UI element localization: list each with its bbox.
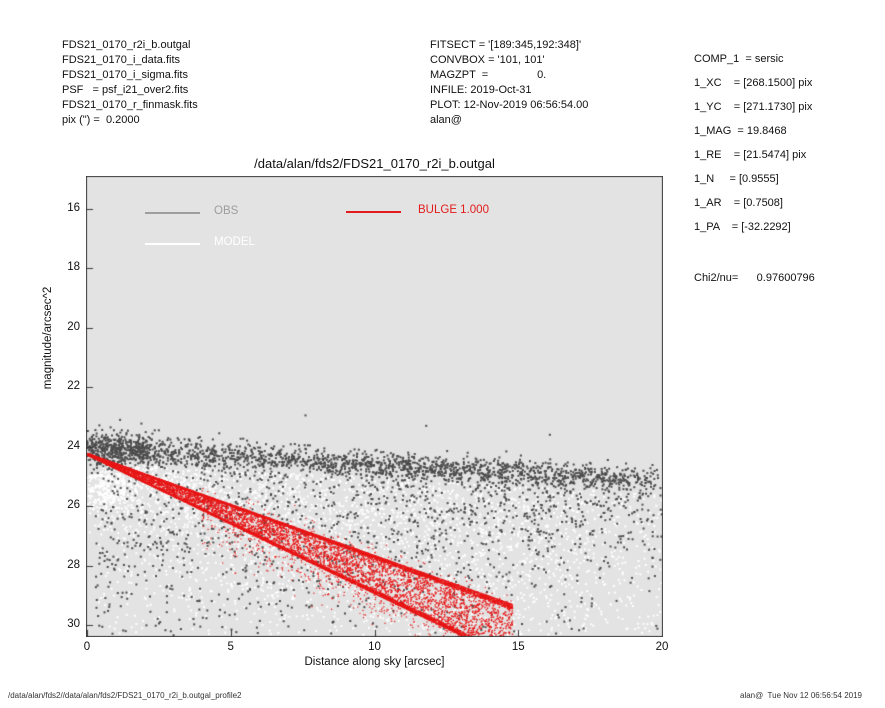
header-line: FDS21_0170_i_sigma.fits bbox=[62, 69, 188, 81]
y-tick-label: 22 bbox=[67, 380, 80, 393]
header-files-block: FDS21_0170_r2i_b.outgal FDS21_0170_i_data… bbox=[62, 38, 198, 128]
param-line: 1_RE = [21.5474] pix bbox=[694, 149, 807, 161]
y-tick-label: 26 bbox=[67, 499, 80, 512]
x-tick-label: 0 bbox=[83, 641, 91, 653]
legend-line-model bbox=[145, 243, 200, 245]
header-line: FDS21_0170_r_finmask.fits bbox=[62, 99, 198, 111]
param-line: 1_AR = [0.7508] bbox=[694, 197, 783, 209]
param-line: 1_MAG = 19.8468 bbox=[694, 125, 787, 137]
param-line: 1_PA = [-32.2292] bbox=[694, 221, 791, 233]
plot-area: OBS MODEL BULGE 1.000 magnitude/arcsec^2 bbox=[42, 176, 663, 637]
header-line: FDS21_0170_r2i_b.outgal bbox=[62, 39, 191, 51]
y-tick-label: 28 bbox=[67, 558, 80, 571]
x-tick-label: 15 bbox=[511, 641, 525, 653]
x-axis-label: Distance along sky [arcsec] bbox=[304, 656, 445, 668]
legend-label-obs: OBS bbox=[214, 205, 239, 217]
param-line: 1_N = [0.9555] bbox=[694, 173, 779, 185]
param-line: 1_YC = [271.1730] pix bbox=[694, 101, 813, 113]
chi2-value: Chi2/nu= 0.97600796 bbox=[694, 272, 815, 284]
scatter-plot-canvas bbox=[86, 176, 663, 637]
param-line: COMP_1 = sersic bbox=[694, 53, 784, 65]
y-tick-label: 18 bbox=[67, 261, 80, 274]
header-component-params-block: COMP_1 = sersic 1_XC = [268.1500] pix 1_YC… bbox=[694, 47, 812, 239]
legend-line-obs bbox=[145, 212, 200, 214]
y-tick-label: 30 bbox=[67, 618, 80, 631]
legend-label-bulge: BULGE 1.000 bbox=[418, 204, 489, 216]
plot-title: /data/alan/fds2/FDS21_0170_r2i_b.outgal bbox=[254, 156, 495, 171]
footer-timestamp: alan@ Tue Nov 12 06:56:54 2019 bbox=[740, 691, 862, 700]
legend-line-bulge bbox=[346, 211, 401, 213]
header-line: pix (") = 0.2000 bbox=[62, 114, 140, 126]
header-line: CONVBOX = '101, 101' bbox=[430, 54, 545, 66]
header-line: MAGZPT = 0. bbox=[430, 69, 547, 81]
header-line: PLOT: 12-Nov-2019 06:56:54.00 bbox=[430, 99, 589, 111]
x-tick-label: 20 bbox=[655, 641, 669, 653]
x-tick-label: 10 bbox=[368, 641, 381, 653]
header-line: INFILE: 2019-Oct-31 bbox=[430, 84, 532, 96]
y-tick-label: 20 bbox=[67, 320, 80, 333]
param-line: 1_XC = [268.1500] pix bbox=[694, 77, 813, 89]
header-line: PSF = psf_i21_over2.fits bbox=[62, 84, 189, 96]
header-fit-info-block: FITSECT = '[189:345,192:348]' CONVBOX = '… bbox=[430, 38, 588, 128]
y-tick-label: 24 bbox=[67, 439, 80, 452]
x-tick-label: 5 bbox=[227, 641, 234, 653]
footer-file-path: /data/alan/fds2//data/alan/fds2/FDS21_01… bbox=[8, 691, 242, 700]
y-tick-label: 16 bbox=[67, 201, 80, 214]
legend-label-model: MODEL bbox=[214, 236, 255, 248]
header-line: alan@ bbox=[430, 114, 462, 126]
header-line: FDS21_0170_i_data.fits bbox=[62, 54, 181, 66]
header-line: FITSECT = '[189:345,192:348]' bbox=[430, 39, 582, 51]
